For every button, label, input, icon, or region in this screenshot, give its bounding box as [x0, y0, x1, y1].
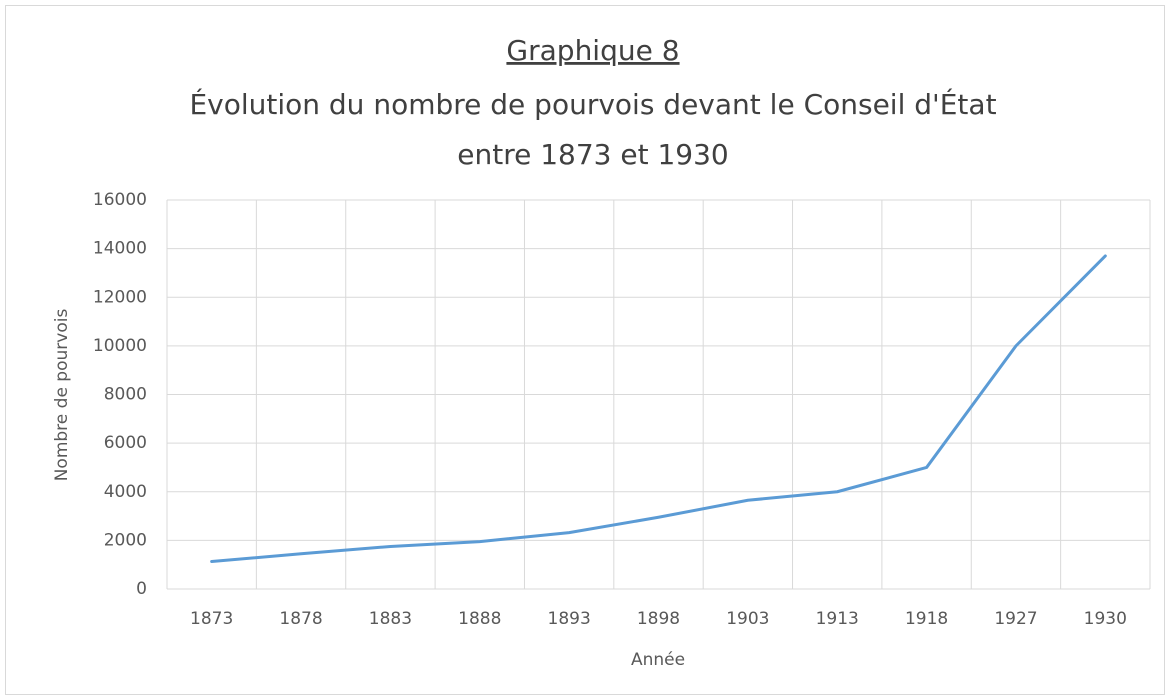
chart-title: Graphique 8	[506, 34, 679, 67]
x-axis-label: Année	[631, 650, 685, 670]
y-tick-label: 12000	[93, 287, 147, 307]
chart-subtitle: entre 1873 et 1930	[457, 138, 729, 171]
x-tick-label: 1927	[994, 609, 1037, 629]
x-tick-label: 1903	[726, 609, 769, 629]
x-tick-label: 1878	[279, 609, 322, 629]
x-tick-label: 1918	[905, 609, 948, 629]
y-tick-label: 14000	[93, 239, 147, 259]
x-tick-label: 1913	[816, 609, 859, 629]
y-tick-label: 4000	[104, 482, 147, 502]
x-tick-label: 1893	[548, 609, 591, 629]
y-tick-label: 8000	[104, 385, 147, 405]
x-tick-label: 1873	[190, 609, 233, 629]
y-tick-label: 16000	[93, 190, 147, 210]
y-tick-label: 2000	[104, 530, 147, 550]
y-tick-label: 10000	[93, 336, 147, 356]
y-axis-label: Nombre de pourvois	[52, 309, 72, 482]
x-tick-label: 1888	[458, 609, 501, 629]
x-tick-label: 1898	[637, 609, 680, 629]
chart-subtitle: Évolution du nombre de pourvois devant l…	[189, 87, 996, 121]
y-tick-label: 6000	[104, 433, 147, 453]
line-series	[210, 254, 1107, 564]
x-tick-label: 1930	[1084, 609, 1127, 629]
y-tick-label: 0	[136, 579, 147, 599]
x-tick-label: 1883	[369, 609, 412, 629]
